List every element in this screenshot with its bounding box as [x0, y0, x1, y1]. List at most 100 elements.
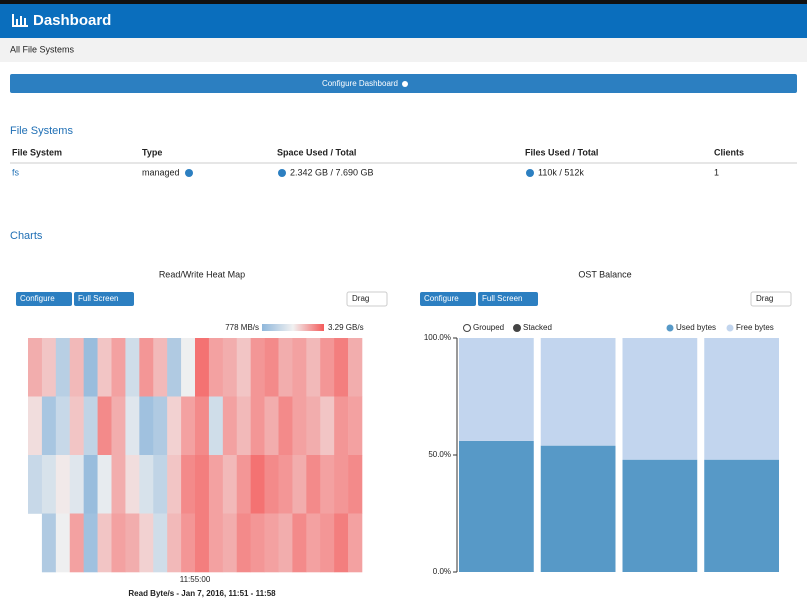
bar	[540, 445, 616, 572]
heat-cell	[83, 455, 98, 514]
mode-label[interactable]: Stacked	[523, 323, 552, 332]
heat-cell	[292, 513, 307, 573]
table-cell: managed	[142, 167, 180, 177]
heat-cell	[236, 338, 251, 397]
breadcrumb-bar	[0, 38, 807, 62]
heat-cell	[153, 455, 168, 514]
heat-cell	[69, 396, 84, 456]
usage-icon	[278, 169, 286, 177]
heat-cell	[222, 513, 238, 573]
heat-cell	[292, 396, 307, 456]
heat-cell	[69, 513, 84, 573]
heat-cell	[250, 455, 265, 514]
heat-cell	[278, 396, 293, 456]
help-icon[interactable]	[185, 169, 193, 177]
y-tick-label: 100.0%	[424, 333, 451, 342]
heat-cell	[41, 396, 57, 456]
panel-button[interactable]	[478, 292, 538, 306]
heat-cell	[55, 338, 71, 397]
heat-cell	[83, 513, 98, 573]
gear-icon	[402, 81, 408, 87]
bar	[704, 459, 779, 572]
heat-cell	[222, 338, 238, 397]
heat-cell	[69, 455, 84, 514]
table-cell[interactable]: fs	[12, 167, 20, 177]
section-title: Charts	[10, 230, 43, 242]
chart-title: OST Balance	[578, 269, 631, 279]
panel-button-label: Full Screen	[482, 294, 522, 303]
bar	[459, 338, 534, 441]
heat-cell	[334, 396, 349, 456]
configure-dashboard-label: Configure Dashboard	[322, 79, 398, 88]
drag-button[interactable]	[346, 291, 388, 307]
heat-cell	[111, 455, 126, 514]
legend-label[interactable]: Free bytes	[736, 323, 774, 332]
heat-cell	[125, 455, 140, 514]
heat-cell	[348, 338, 363, 397]
legend-swatch[interactable]	[666, 324, 674, 332]
mode-radio[interactable]	[463, 324, 471, 332]
heat-cell	[306, 396, 321, 456]
heat-cell	[334, 513, 349, 573]
column-header: Type	[142, 147, 162, 157]
table-cell: 1	[714, 167, 719, 177]
heat-cell	[153, 396, 168, 456]
heat-cell	[264, 513, 279, 573]
heat-cell	[292, 455, 307, 514]
heat-cell	[250, 513, 265, 573]
heat-cell	[97, 396, 112, 456]
colorbar-label: 778 MB/s	[225, 323, 259, 332]
heat-cell	[222, 455, 238, 514]
heat-cell	[181, 455, 196, 514]
heat-cell	[208, 338, 224, 397]
heat-cell	[97, 455, 112, 514]
heat-cell	[97, 338, 112, 397]
heat-cell	[111, 513, 126, 573]
heat-cell	[28, 338, 43, 397]
legend-swatch[interactable]	[726, 324, 734, 332]
heat-cell	[348, 455, 363, 514]
mode-radio[interactable]	[513, 324, 521, 332]
y-tick-label: 0.0%	[433, 567, 451, 576]
legend-label[interactable]: Used bytes	[676, 323, 716, 332]
bar	[622, 338, 698, 460]
heat-cell	[83, 396, 98, 456]
header-title: Dashboard	[33, 12, 111, 29]
panel-button[interactable]	[16, 292, 72, 306]
heat-cell	[167, 396, 182, 456]
heat-cell	[236, 513, 251, 573]
heat-cell	[306, 338, 321, 397]
heat-cell	[195, 396, 210, 456]
heat-cell	[181, 513, 196, 573]
panel-button[interactable]	[420, 292, 476, 306]
bar	[540, 338, 616, 446]
y-tick-label: 50.0%	[428, 450, 451, 459]
panel-button[interactable]	[74, 292, 134, 306]
table-cell: 2.342 GB / 7.690 GB	[290, 167, 374, 177]
header-icon	[12, 14, 28, 27]
heat-cell	[167, 455, 182, 514]
heat-cell	[55, 396, 71, 456]
chart-title: Read/Write Heat Map	[159, 269, 245, 279]
heat-cell	[334, 455, 349, 514]
mode-label[interactable]: Grouped	[473, 323, 504, 332]
heat-cell	[139, 513, 154, 573]
colorbar	[262, 324, 324, 331]
header-bar	[0, 4, 807, 38]
heat-cell	[320, 338, 335, 397]
heat-cell	[28, 455, 43, 514]
heat-cell	[55, 455, 71, 514]
bar	[459, 440, 534, 572]
heat-cell	[181, 396, 196, 456]
breadcrumb[interactable]: All File Systems	[10, 44, 75, 54]
heat-cell	[69, 338, 84, 397]
heat-cell	[167, 513, 182, 573]
heat-cell	[97, 513, 112, 573]
heat-cell	[125, 338, 140, 397]
top-strip	[0, 0, 807, 4]
heat-cell	[250, 396, 265, 456]
drag-button[interactable]	[750, 291, 792, 307]
heat-cell	[41, 455, 57, 514]
heat-cell	[41, 513, 57, 573]
